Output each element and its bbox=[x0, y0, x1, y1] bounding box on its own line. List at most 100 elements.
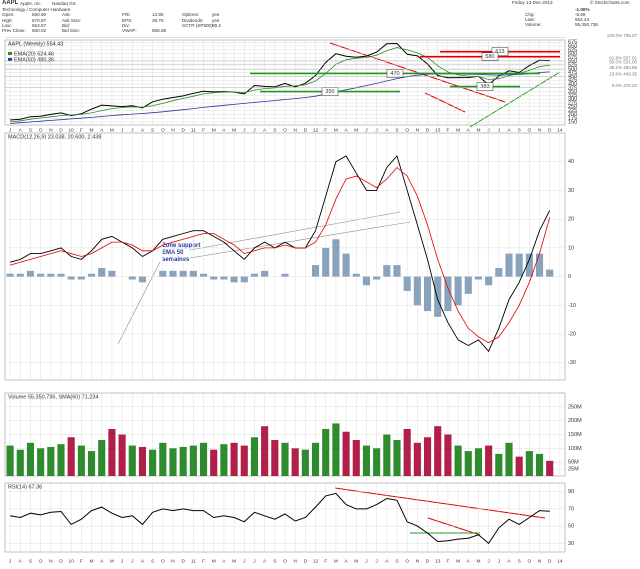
y-tick-label: 200M bbox=[568, 418, 582, 424]
x-tick-label: O bbox=[283, 558, 287, 564]
x-tick-label: M bbox=[110, 558, 114, 564]
level-label: 580 bbox=[485, 54, 494, 60]
field-label: Dividends: bbox=[182, 17, 204, 23]
fib-label: 23.6% 449.35 bbox=[609, 72, 637, 77]
quote-value: -1.00% bbox=[575, 6, 590, 12]
fib-label: 38.2% 494.95 bbox=[609, 65, 637, 70]
x-tick-label: M bbox=[212, 127, 216, 133]
x-tick-label: 14 bbox=[557, 127, 563, 133]
x-tick-label: J bbox=[253, 558, 256, 564]
x-tick-label: S bbox=[395, 558, 398, 564]
x-tick-label: N bbox=[416, 558, 420, 564]
x-tick-label: O bbox=[405, 127, 409, 133]
y-tick-label: 350 bbox=[568, 89, 577, 95]
histogram-bar bbox=[281, 273, 289, 277]
volume-bar bbox=[362, 445, 371, 476]
histogram-bar bbox=[423, 276, 432, 312]
y-tick-label: 20 bbox=[568, 217, 574, 223]
histogram-bar bbox=[332, 239, 340, 277]
y-tick-label: 600 bbox=[568, 51, 577, 57]
fib-label: 50.0% 531.00 bbox=[609, 59, 637, 64]
y-tick-label: 10 bbox=[568, 245, 574, 251]
x-tick-label: A bbox=[507, 558, 511, 564]
x-tick-label: D bbox=[181, 558, 185, 564]
histogram-bar bbox=[169, 270, 177, 277]
panel-title: AAPL (Weekly) 554.43 bbox=[8, 41, 63, 47]
y-tick-label: 200 bbox=[568, 112, 577, 118]
x-tick-label: 11 bbox=[191, 127, 196, 133]
x-tick-label: N bbox=[171, 558, 175, 564]
x-tick-label: F bbox=[80, 127, 83, 133]
field-label: P/E: bbox=[122, 12, 131, 18]
x-tick-label: M bbox=[90, 127, 94, 133]
field-label: Prev Close: bbox=[2, 28, 26, 34]
volume-bar bbox=[250, 437, 259, 476]
volume-bar bbox=[383, 434, 391, 476]
volume-bar bbox=[169, 448, 177, 476]
field-value: 13.95 bbox=[152, 12, 164, 18]
quote-label: Volume: bbox=[525, 22, 542, 28]
y-tick-label: 0 bbox=[568, 274, 571, 280]
field-label: Open: bbox=[2, 12, 15, 18]
y-tick-label: 475 bbox=[568, 70, 577, 76]
x-tick-label: D bbox=[426, 127, 430, 133]
field-value: 39.75 bbox=[152, 17, 164, 23]
panel-title: RSI(14) 67.36 bbox=[8, 484, 42, 490]
y-tick-label: -10 bbox=[568, 303, 576, 309]
level-label: 350 bbox=[325, 89, 334, 95]
histogram-bar bbox=[128, 276, 136, 280]
x-tick-label: N bbox=[538, 558, 542, 564]
histogram-bar bbox=[474, 276, 483, 280]
x-tick-label: A bbox=[141, 558, 145, 564]
histogram-bar bbox=[250, 273, 259, 277]
x-tick-label: J bbox=[243, 558, 246, 564]
x-tick-label: D bbox=[304, 558, 308, 564]
volume-bar bbox=[505, 442, 513, 476]
x-tick-label: S bbox=[29, 558, 32, 564]
y-tick-label: 150M bbox=[568, 432, 582, 438]
y-tick-label: 500 bbox=[568, 66, 577, 72]
histogram-bar bbox=[199, 273, 208, 277]
x-tick-label: N bbox=[293, 558, 297, 564]
level-box bbox=[386, 69, 404, 78]
symbol: AAPL bbox=[2, 0, 19, 6]
y-tick-label: 40 bbox=[568, 159, 574, 165]
x-tick-label: M bbox=[354, 127, 358, 133]
histogram-bar bbox=[322, 247, 330, 277]
x-tick-label: O bbox=[39, 558, 43, 564]
volume-bar bbox=[525, 451, 533, 476]
x-tick-label: M bbox=[354, 558, 358, 564]
histogram-bar bbox=[464, 276, 472, 294]
y-tick-label: 325 bbox=[568, 93, 577, 99]
histogram-bar bbox=[403, 276, 411, 291]
volume-bar bbox=[108, 428, 116, 476]
x-tick-label: S bbox=[518, 558, 521, 564]
volume-bar bbox=[495, 453, 503, 476]
x-tick-label: A bbox=[263, 558, 267, 564]
histogram-bar bbox=[230, 276, 238, 283]
histogram-bar bbox=[515, 253, 523, 277]
volume-bar bbox=[210, 449, 218, 476]
y-tick-label: 300 bbox=[568, 97, 577, 103]
legend-label: EMA(50) 480.36 bbox=[14, 57, 54, 63]
y-tick-label: 30 bbox=[568, 541, 574, 547]
y-tick-label: 50 bbox=[568, 524, 574, 530]
volume-bar bbox=[16, 449, 24, 476]
x-tick-label: A bbox=[222, 127, 226, 133]
series-line bbox=[10, 47, 550, 123]
x-tick-label: F bbox=[80, 558, 83, 564]
x-tick-label: D bbox=[548, 558, 552, 564]
y-tick-label: 90 bbox=[568, 489, 574, 495]
x-tick-label: D bbox=[548, 127, 552, 133]
x-tick-label: J bbox=[121, 127, 124, 133]
volume-bar bbox=[332, 423, 340, 476]
y-tick-label: 25M bbox=[568, 467, 579, 473]
histogram-bar bbox=[261, 270, 269, 277]
volume-bar bbox=[454, 445, 462, 476]
volume-bar bbox=[179, 446, 187, 476]
x-tick-label: M bbox=[232, 558, 236, 564]
x-tick-label: F bbox=[446, 127, 449, 133]
x-tick-label: A bbox=[141, 127, 145, 133]
histogram-bar bbox=[210, 276, 218, 280]
x-tick-label: A bbox=[385, 558, 389, 564]
